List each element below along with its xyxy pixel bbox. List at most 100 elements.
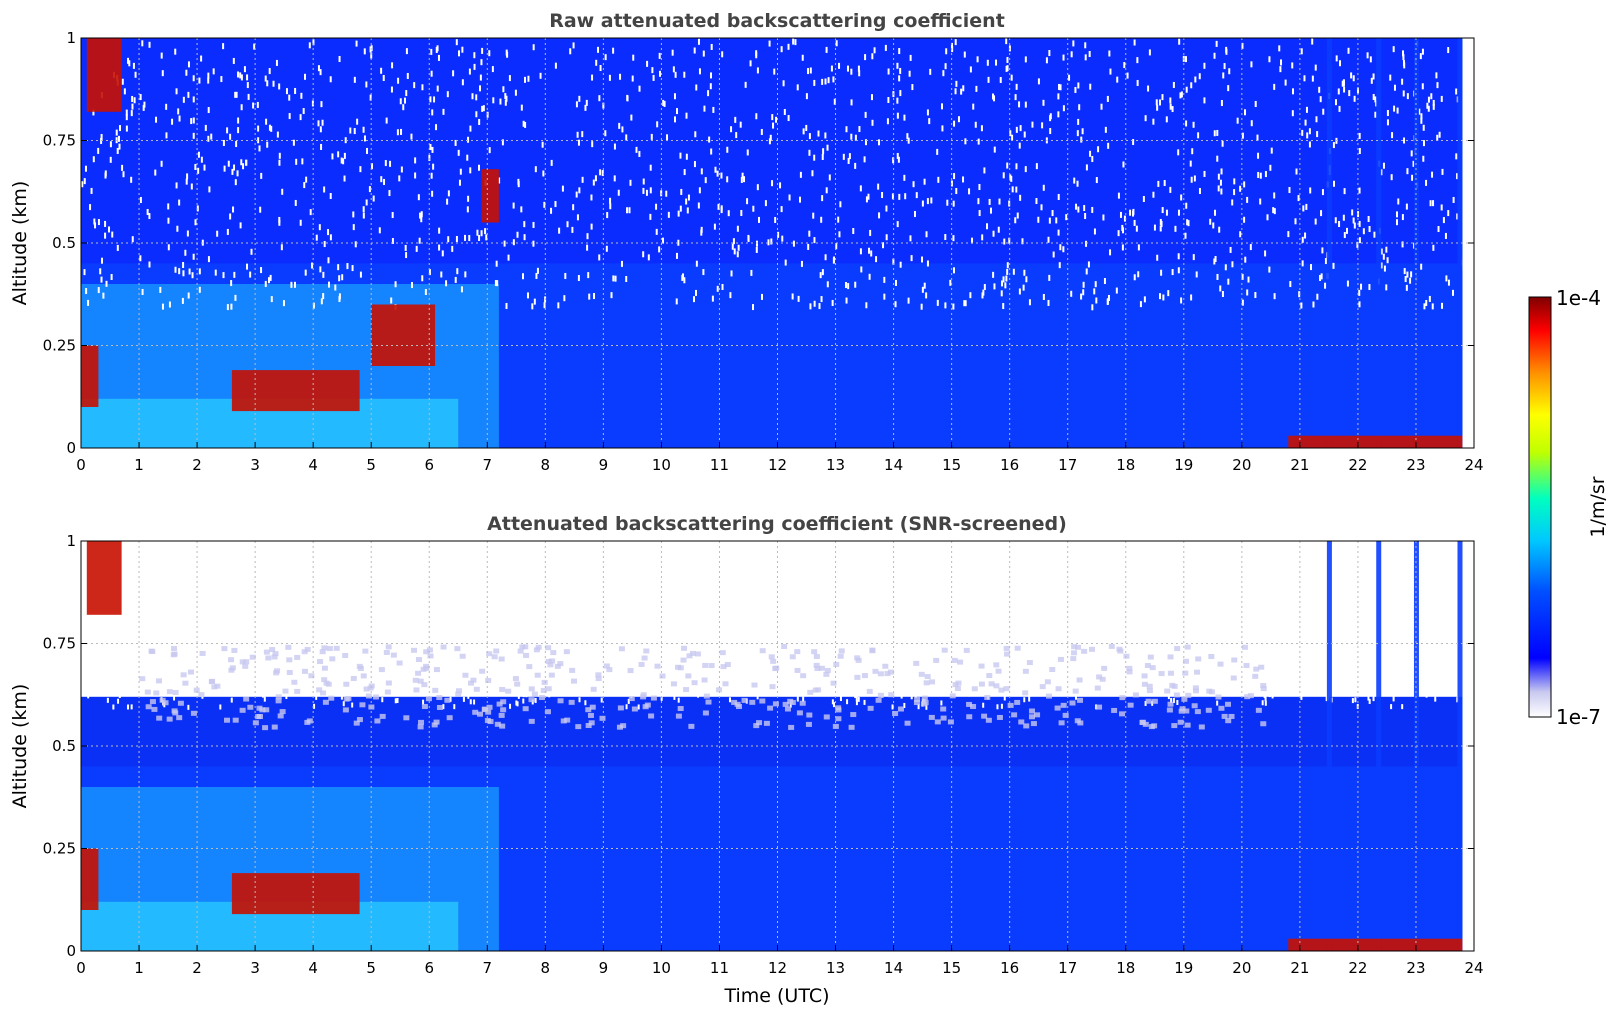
noise-speckle xyxy=(1433,648,1436,654)
noise-speckle xyxy=(1254,292,1257,299)
faint-speckle xyxy=(321,645,328,651)
faint-speckle xyxy=(149,699,156,705)
noise-speckle xyxy=(293,281,296,288)
noise-speckle xyxy=(106,697,109,703)
noise-speckle xyxy=(1123,62,1126,69)
faint-speckle xyxy=(1145,698,1152,704)
noise-speckle xyxy=(608,74,611,81)
noise-speckle xyxy=(1452,196,1455,203)
faint-speckle xyxy=(1011,712,1018,718)
noise-speckle xyxy=(85,654,88,660)
noise-speckle xyxy=(1425,662,1428,668)
noise-speckle xyxy=(155,116,158,123)
noise-speckle xyxy=(808,133,811,140)
faint-speckle xyxy=(159,697,166,703)
noise-speckle xyxy=(1447,279,1450,286)
noise-speckle xyxy=(695,260,698,267)
noise-speckle xyxy=(1170,698,1173,704)
noise-speckle xyxy=(1239,231,1242,238)
noise-speckle xyxy=(1109,68,1112,75)
noise-speckle xyxy=(1319,96,1322,103)
noise-speckle xyxy=(576,214,579,221)
noise-speckle xyxy=(1089,150,1092,157)
noise-speckle xyxy=(328,677,331,683)
noise-speckle xyxy=(1180,297,1183,304)
noise-speckle xyxy=(1396,675,1399,681)
noise-speckle xyxy=(232,671,235,677)
noise-speckle xyxy=(1223,63,1226,70)
faint-speckle xyxy=(650,695,657,701)
noise-speckle xyxy=(1179,92,1182,99)
noise-speckle xyxy=(1136,79,1139,86)
noise-speckle xyxy=(1215,40,1218,47)
noise-speckle xyxy=(860,266,863,273)
noise-speckle xyxy=(1122,666,1125,672)
noise-speckle xyxy=(527,75,530,82)
noise-speckle xyxy=(1449,588,1452,594)
noise-speckle xyxy=(125,114,128,121)
noise-speckle xyxy=(709,72,712,79)
noise-speckle xyxy=(1264,675,1267,681)
faint-speckle xyxy=(1142,721,1149,727)
x-tick-label: 5 xyxy=(366,456,376,474)
noise-speckle xyxy=(1360,611,1363,617)
noise-speckle xyxy=(1257,678,1260,684)
noise-speckle xyxy=(1289,551,1292,557)
noise-speckle xyxy=(1316,293,1319,300)
noise-speckle xyxy=(1321,189,1324,196)
x-tick-label: 9 xyxy=(599,959,609,977)
noise-speckle xyxy=(186,173,189,180)
noise-speckle xyxy=(123,88,126,95)
faint-speckle xyxy=(617,705,624,711)
faint-speckle xyxy=(680,657,687,663)
noise-speckle xyxy=(1358,220,1361,227)
noise-speckle xyxy=(968,188,971,195)
noise-speckle xyxy=(638,85,641,92)
noise-speckle xyxy=(952,303,955,310)
faint-speckle xyxy=(1081,648,1088,654)
noise-speckle xyxy=(1440,617,1443,623)
noise-speckle xyxy=(789,702,792,708)
noise-speckle xyxy=(438,244,441,251)
noise-speckle xyxy=(865,302,868,309)
noise-speckle xyxy=(119,679,122,685)
faint-speckle xyxy=(642,704,649,710)
noise-speckle xyxy=(702,50,705,57)
noise-speckle xyxy=(645,673,648,679)
noise-speckle xyxy=(1424,548,1427,554)
faint-speckle xyxy=(1208,654,1215,660)
noise-speckle xyxy=(312,39,315,46)
noise-speckle xyxy=(1085,240,1088,247)
noise-speckle xyxy=(1171,269,1174,276)
faint-speckle xyxy=(326,646,333,652)
noise-speckle xyxy=(1269,164,1272,171)
noise-speckle xyxy=(1091,206,1094,213)
noise-speckle xyxy=(1177,267,1180,274)
noise-speckle xyxy=(494,280,497,287)
noise-speckle xyxy=(154,169,157,176)
vertical-streak xyxy=(1326,38,1332,448)
faint-speckle xyxy=(514,681,521,687)
noise-speckle xyxy=(677,697,680,703)
faint-speckle xyxy=(589,704,596,710)
faint-speckle xyxy=(1167,654,1174,660)
noise-speckle xyxy=(192,132,195,139)
noise-speckle xyxy=(897,156,900,163)
noise-speckle xyxy=(1239,185,1242,192)
noise-speckle xyxy=(111,231,114,238)
noise-speckle xyxy=(1167,290,1170,297)
noise-speckle xyxy=(882,242,885,249)
noise-speckle xyxy=(142,104,145,111)
noise-speckle xyxy=(349,127,352,134)
faint-speckle xyxy=(872,668,879,674)
noise-speckle xyxy=(953,173,956,180)
noise-speckle xyxy=(1049,128,1052,135)
noise-speckle xyxy=(1165,673,1168,679)
noise-speckle xyxy=(417,194,420,201)
noise-speckle xyxy=(1139,301,1142,308)
noise-speckle xyxy=(752,205,755,212)
noise-speckle xyxy=(338,55,341,62)
faint-speckle xyxy=(705,699,712,705)
noise-speckle xyxy=(1220,168,1223,175)
faint-speckle xyxy=(1195,656,1202,662)
